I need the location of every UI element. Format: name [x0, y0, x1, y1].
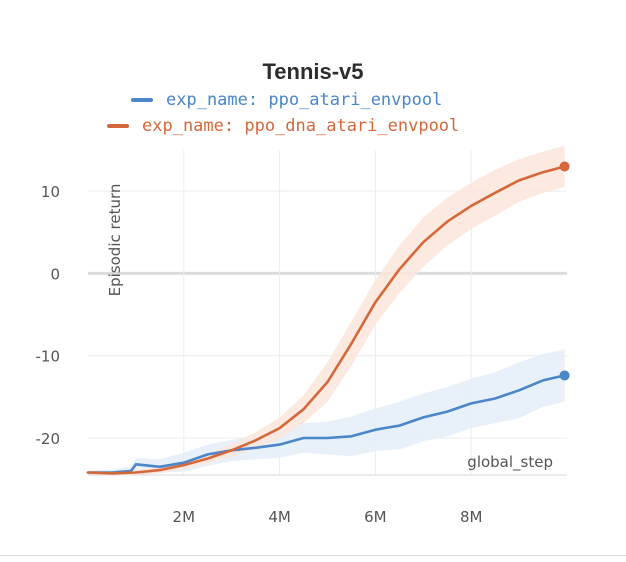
y-axis-label-wrap: Episodic return [106, 184, 124, 297]
x-axis-label: global_step [467, 453, 553, 472]
series-end-marker[interactable] [559, 161, 570, 172]
series-lines [86, 165, 566, 475]
x-tick-label: 6M [364, 508, 387, 526]
y-tick-label: -20 [36, 430, 61, 448]
panel-bottom-border [0, 555, 626, 556]
legend-entry-label[interactable]: exp_name: ppo_dna_atari_envpool [142, 116, 459, 136]
confidence-bands [88, 145, 565, 476]
y-ticks: -20 -10 0 10 [36, 183, 61, 448]
x-tick-label: 8M [460, 508, 483, 526]
x-tick-label: 2M [173, 508, 196, 526]
y-tick-label: 10 [41, 183, 60, 201]
confidence-band [88, 349, 565, 475]
confidence-band [88, 145, 565, 476]
series-line[interactable] [86, 165, 566, 475]
chart-title: Tennis-v5 [262, 59, 363, 84]
series-line[interactable] [86, 374, 566, 474]
series-end-marker[interactable] [559, 370, 570, 381]
x-tick-label: 4M [268, 508, 291, 526]
legend-entry-label[interactable]: exp_name: ppo_atari_envpool [166, 90, 442, 110]
legend[interactable]: exp_name: ppo_atari_envpool exp_name: ppo… [107, 90, 459, 136]
y-tick-label: 0 [50, 265, 60, 283]
end-markers [559, 161, 570, 381]
y-axis-label: Episodic return [106, 184, 124, 297]
x-ticks: 2M 4M 6M 8M [173, 508, 483, 526]
y-tick-label: -10 [36, 348, 61, 366]
